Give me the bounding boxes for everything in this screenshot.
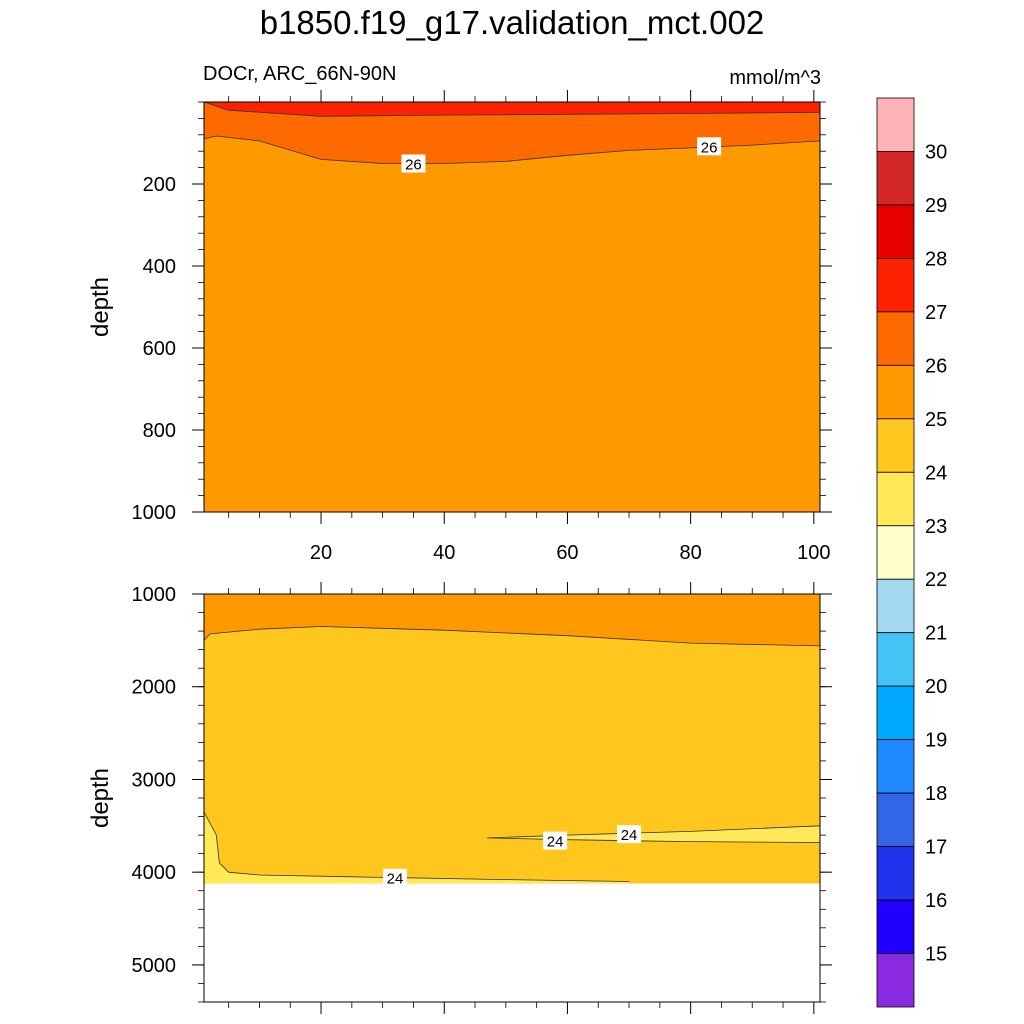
y-tick-label: 2000 (132, 677, 177, 699)
colorbar-label: 23 (925, 516, 947, 538)
colorbar-label: 22 (925, 569, 947, 591)
colorbar-label: 16 (925, 890, 947, 912)
colorbar-label: 18 (925, 783, 947, 805)
colorbar-label: 20 (925, 676, 947, 698)
contour-label-box (617, 825, 642, 844)
colorbar-swatch (876, 578, 915, 634)
colorbar-swatch (876, 471, 915, 527)
y-tick-label: 4000 (132, 862, 177, 884)
colorbar-swatch (876, 899, 915, 954)
colorbar-swatch (876, 792, 915, 847)
colorbar-label: 28 (925, 248, 947, 270)
chart-title: b1850.f19_g17.validation_mct.002 (259, 4, 765, 41)
colorbar-swatch (876, 151, 915, 206)
colorbar-swatch (876, 311, 915, 366)
colorbar-swatch (876, 525, 915, 580)
contour-label: 24 (547, 834, 564, 851)
colorbar (876, 97, 915, 1008)
contour-label: 26 (405, 157, 422, 174)
x-tick-label: 20 (310, 542, 332, 564)
contour-line-25 (203, 626, 821, 647)
x-tick-label: 40 (433, 542, 455, 564)
fill-region (204, 811, 630, 884)
colorbar-swatch (876, 632, 915, 687)
upper-panel (192, 90, 832, 524)
contour-label: 26 (701, 139, 718, 156)
y-tick-label: 1000 (132, 584, 177, 606)
x-tick-label: 60 (556, 542, 578, 564)
y-tick-label: 3000 (132, 769, 177, 791)
fill-region (487, 825, 820, 843)
colorbar-label: 15 (925, 944, 947, 966)
y-tick-label: 600 (143, 338, 176, 360)
colorbar-label: 26 (925, 355, 947, 377)
contour-label-box (543, 831, 568, 850)
y-tick-label: 200 (143, 174, 176, 196)
colorbar-label: 17 (925, 837, 947, 859)
colorbar-swatch (876, 204, 915, 259)
colorbar-label: 30 (925, 141, 947, 163)
x-tick-label: 100 (797, 542, 830, 564)
y-tick-label: 800 (143, 420, 176, 442)
contour-label-box (382, 868, 407, 887)
colorbar-swatch (876, 739, 915, 794)
colorbar-label: 29 (925, 195, 947, 217)
y-axis-label: depth (87, 277, 114, 337)
colorbar-swatch (876, 685, 915, 741)
colorbar-label: 19 (925, 730, 947, 752)
contour-line-24 (203, 811, 630, 882)
y-tick-label: 400 (143, 256, 176, 278)
contour-label: 24 (387, 871, 404, 888)
colorbar-label: 21 (925, 623, 947, 645)
y-axis-label: depth (87, 768, 114, 828)
fill-region (204, 102, 820, 117)
units-label: mmol/m^3 (729, 67, 821, 89)
fill-region (204, 102, 820, 512)
x-tick-label: 80 (680, 542, 702, 564)
colorbar-label: 25 (925, 409, 947, 431)
contour-label: 24 (621, 827, 638, 844)
y-tick-label: 5000 (132, 955, 177, 977)
contour-label-box (697, 137, 722, 156)
colorbar-label: 24 (925, 462, 947, 484)
contour-line-27 (203, 101, 821, 117)
fill-region (204, 102, 820, 164)
y-tick-label: 1000 (132, 502, 177, 524)
colorbar-swatch (876, 953, 915, 1008)
contour-label-box (401, 154, 426, 173)
variable-region-label: DOCr, ARC_66N-90N (203, 63, 397, 85)
colorbar-swatch (876, 97, 915, 152)
colorbar-swatch (876, 364, 915, 420)
colorbar-swatch (876, 846, 915, 901)
colorbar-swatch (876, 418, 915, 473)
colorbar-swatch (876, 258, 915, 313)
lower-panel (192, 582, 832, 1014)
upper-plot-frame (203, 101, 821, 513)
fill-region (204, 626, 820, 884)
colorbar-label: 27 (925, 302, 947, 324)
